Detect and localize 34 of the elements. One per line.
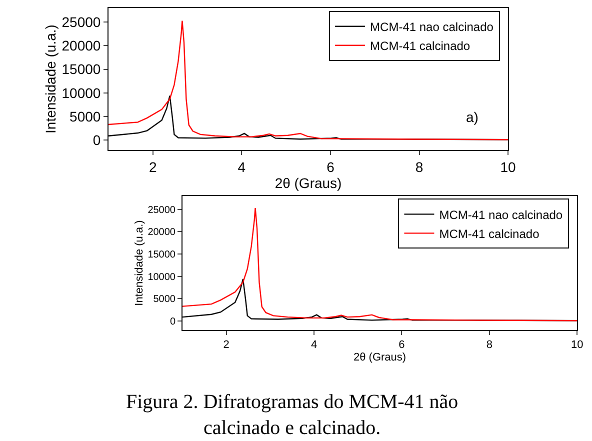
x-axis-title: 2θ (Graus): [274, 174, 342, 191]
y-tick-label: 10000: [148, 272, 176, 283]
x-tick-label: 8: [486, 339, 492, 352]
y-axis-title: Intensidade (u.a.): [133, 220, 146, 306]
annotation: a): [466, 109, 478, 125]
y-tick-label: 5000: [153, 294, 176, 306]
y-tick-label: 25000: [62, 14, 101, 30]
y-tick-label: 0: [92, 132, 101, 148]
x-tick-label: 4: [310, 339, 318, 352]
legend-label: MCM-41 calcinado: [439, 226, 540, 241]
x-tick-label: 6: [398, 339, 405, 352]
x-tick-label: 10: [500, 158, 516, 175]
y-tick-label: 25000: [148, 204, 176, 216]
y-tick-label: 10000: [62, 84, 101, 101]
y-tick-label: 5000: [70, 108, 101, 124]
line-series: [182, 207, 578, 322]
text: Figura 2. Difratogramas do MCM-41 não calcinado e calcinado.: [126, 391, 458, 439]
legend-label: MCM-41 calcinado: [370, 39, 470, 54]
x-tick-label: 6: [326, 158, 335, 175]
x-tick-label: 10: [570, 339, 584, 352]
x-tick-label: 2: [149, 158, 158, 175]
y-tick-label: 15000: [62, 61, 101, 78]
y-tick-label: 0: [170, 316, 176, 328]
legend-label: MCM-41 nao calcinado: [370, 20, 494, 34]
x-tick-label: 4: [238, 158, 246, 175]
y-tick-label: 15000: [148, 250, 176, 261]
x-tick-label: 8: [415, 158, 424, 175]
y-tick-label: 20000: [148, 227, 176, 238]
legend-label: MCM-41 nao calcinado: [439, 208, 563, 222]
y-axis-title: Intensidade (u.a.): [42, 24, 58, 134]
line-series: [108, 20, 508, 140]
x-axis-title: 2θ (Graus): [354, 351, 406, 364]
y-tick-label: 20000: [62, 38, 101, 54]
x-tick-label: 2: [223, 339, 230, 352]
